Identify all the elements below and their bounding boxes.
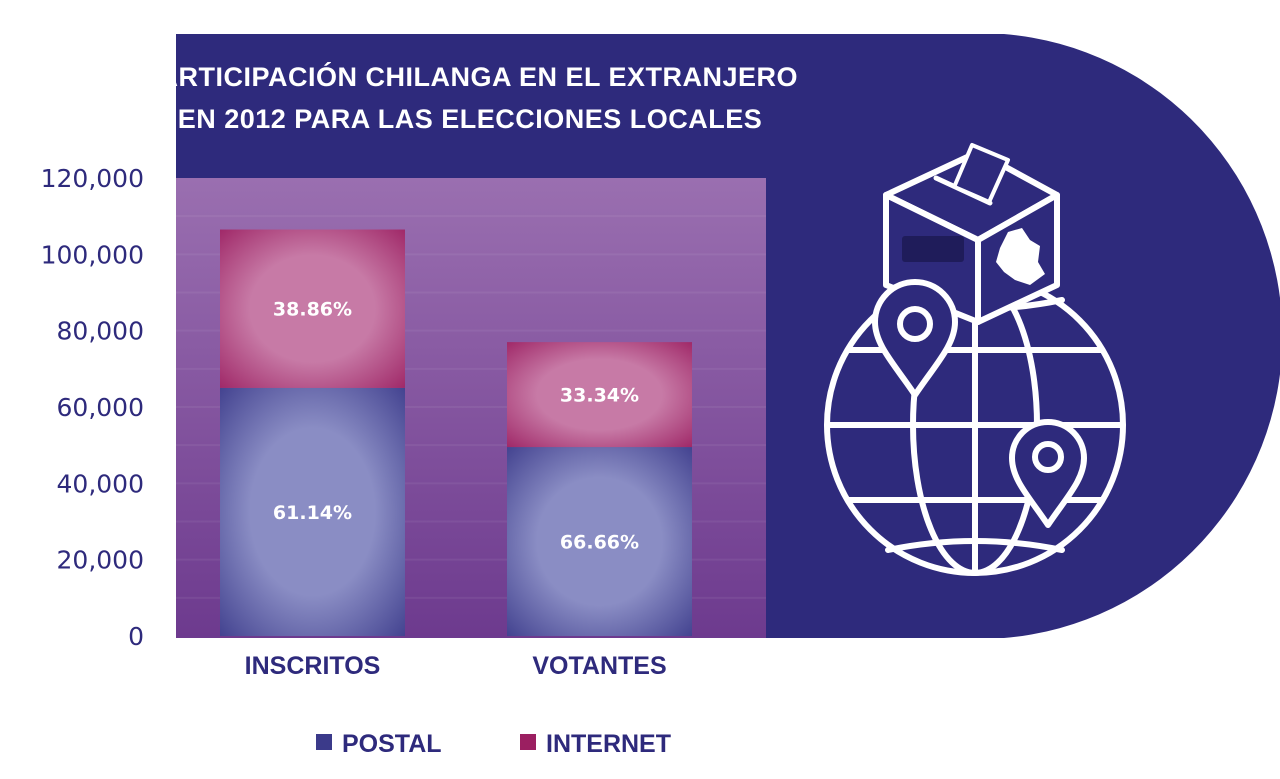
- data-label-internet-votantes: 33.34%: [560, 385, 639, 407]
- legend-swatch-postal: [316, 734, 332, 750]
- legend-label-postal: POSTAL: [342, 730, 442, 758]
- legend-label-internet: INTERNET: [546, 730, 671, 758]
- bar-internet-inscritos: [220, 229, 405, 388]
- bar-postal-votantes: [507, 447, 692, 636]
- y-tick-label: 80,000: [57, 317, 144, 346]
- bar-postal-inscritos: [220, 387, 405, 636]
- data-label-postal-inscritos: 61.14%: [273, 502, 352, 524]
- y-tick-label: 20,000: [57, 546, 144, 575]
- ballot-box-globe-icon: [824, 143, 1126, 576]
- legend: POSTAL INTERNET: [316, 730, 671, 758]
- data-label-internet-inscritos: 38.86%: [273, 299, 352, 321]
- x-tick-label-votantes: VOTANTES: [532, 652, 666, 680]
- data-label-postal-votantes: 66.66%: [560, 532, 639, 554]
- y-axis: 0 20,000 40,000 60,000 80,000 100,000 120,000: [41, 164, 144, 651]
- chart-title-line-1: PARTICIPACIÓN CHILANGA EN EL EXTRANJERO: [142, 61, 798, 92]
- y-tick-label: 120,000: [41, 164, 144, 193]
- x-tick-label-inscritos: INSCRITOS: [245, 652, 381, 680]
- legend-swatch-internet: [520, 734, 536, 750]
- x-axis: INSCRITOS VOTANTES: [245, 652, 667, 680]
- y-tick-label: 100,000: [41, 240, 144, 269]
- y-tick-label: 60,000: [57, 393, 144, 422]
- bars: 61.14% 38.86% 66.66% 33.34%: [220, 229, 692, 636]
- y-tick-label: 0: [128, 622, 144, 651]
- y-tick-label: 40,000: [57, 469, 144, 498]
- chart-title-line-2: EN 2012 PARA LAS ELECCIONES LOCALES: [178, 104, 763, 134]
- bar-internet-votantes: [507, 342, 692, 448]
